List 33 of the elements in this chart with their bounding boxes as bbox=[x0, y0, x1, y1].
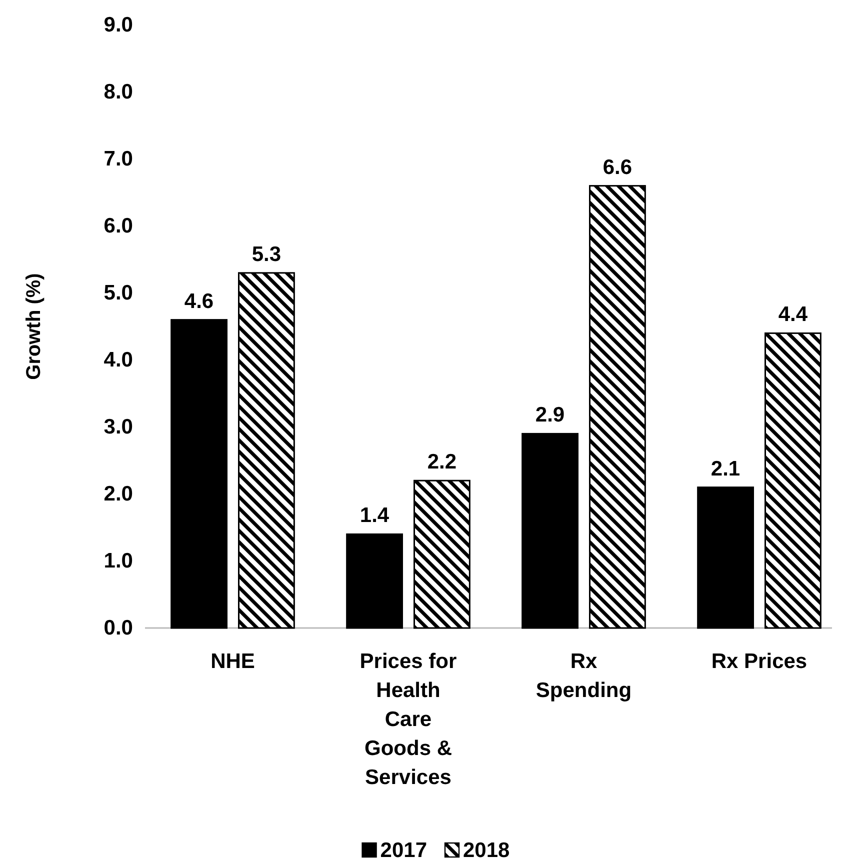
y-tick-label: 8.0 bbox=[104, 80, 133, 104]
bar bbox=[414, 480, 470, 629]
x-tick-label: Rx Prices bbox=[711, 650, 808, 673]
data-label: 4.6 bbox=[184, 290, 214, 313]
y-tick-label: 2.0 bbox=[104, 482, 133, 506]
data-label: 2.1 bbox=[710, 457, 740, 480]
y-tick-label: 5.0 bbox=[104, 282, 133, 305]
x-tick-label: Rx Spending bbox=[536, 650, 632, 702]
y-tick-label: 3.0 bbox=[104, 416, 133, 439]
legend-label: 2018 bbox=[463, 839, 510, 862]
bar bbox=[764, 332, 822, 629]
data-label: 2.9 bbox=[535, 404, 565, 427]
bar bbox=[238, 272, 295, 629]
bar bbox=[697, 486, 754, 629]
data-label: 6.6 bbox=[602, 156, 632, 179]
bar bbox=[589, 185, 646, 629]
y-tick-label: 1.0 bbox=[104, 550, 133, 573]
data-label: 4.4 bbox=[778, 303, 808, 326]
bar bbox=[170, 319, 228, 629]
y-tick-label: 0.0 bbox=[104, 616, 133, 640]
x-tick-label: NHE bbox=[210, 650, 255, 673]
data-label: 2.2 bbox=[427, 450, 457, 474]
y-tick-label: 6.0 bbox=[104, 214, 133, 238]
y-tick-label: 9.0 bbox=[104, 14, 133, 37]
data-label: 5.3 bbox=[252, 242, 282, 266]
data-label: 1.4 bbox=[360, 504, 390, 528]
y-tick-label: 4.0 bbox=[104, 348, 133, 372]
y-tick-label: 7.0 bbox=[104, 148, 133, 171]
y-axis-title: Growth (%) bbox=[23, 273, 45, 380]
legend-label: 2017 bbox=[380, 839, 427, 862]
bar bbox=[346, 533, 403, 629]
x-tick-label: Prices for Health Care Goods & Services bbox=[360, 650, 457, 789]
bar bbox=[522, 432, 578, 629]
